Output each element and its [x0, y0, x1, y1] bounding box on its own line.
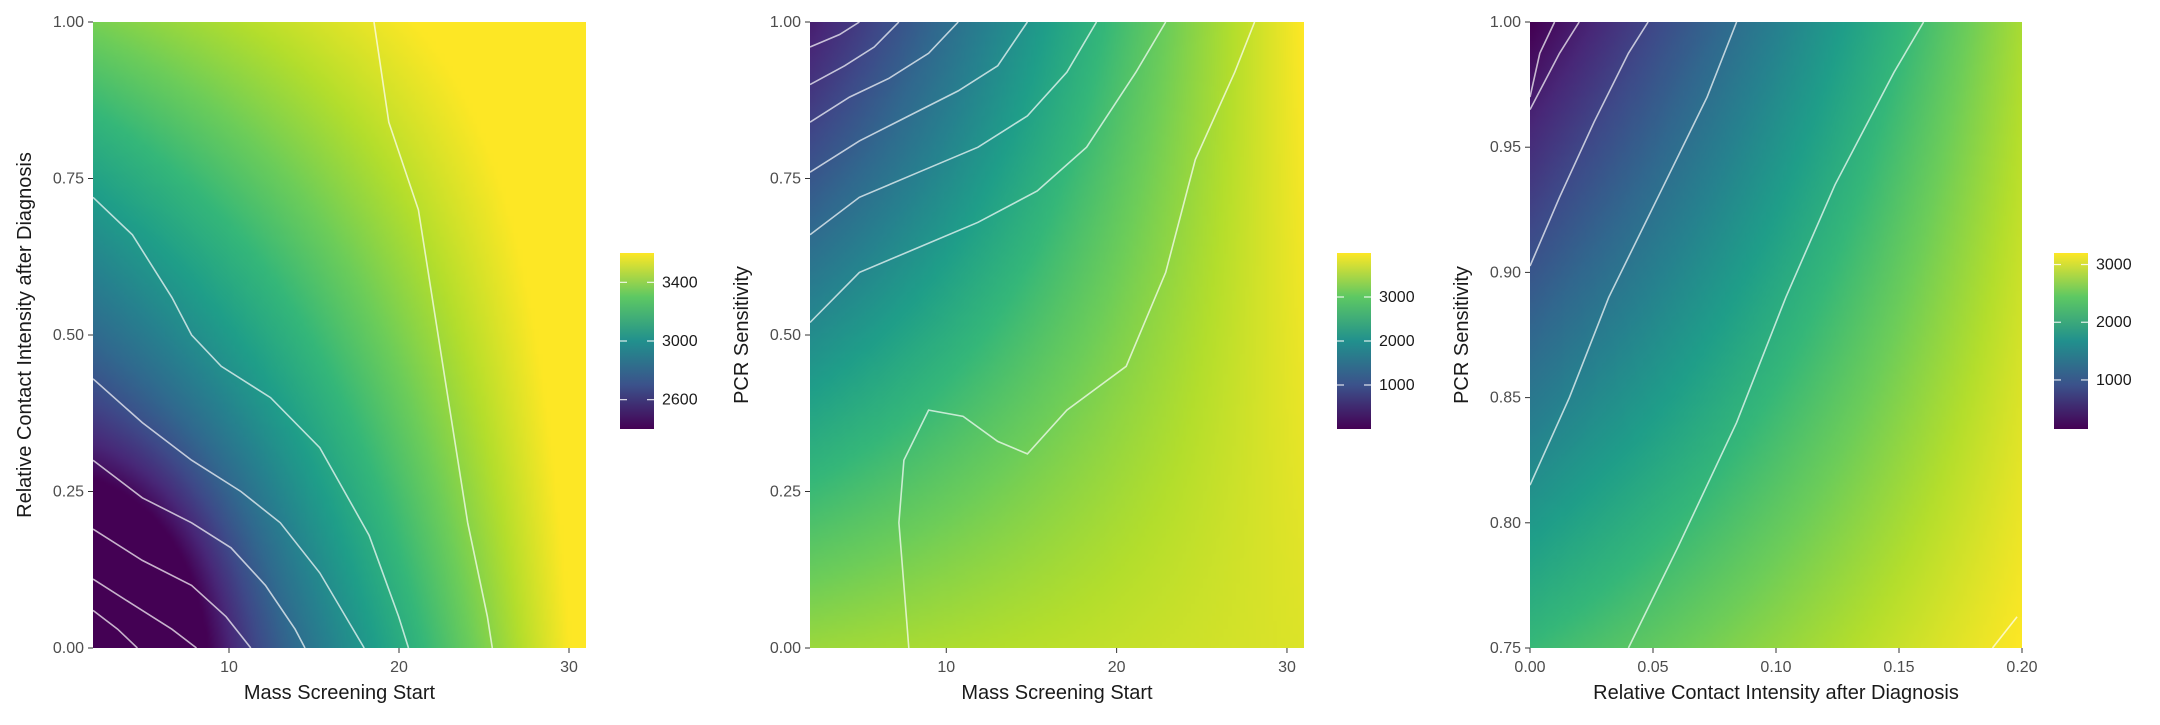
x-axis-title: Mass Screening Start — [961, 682, 1153, 704]
y-axis-title: PCR Sensitivity — [731, 266, 753, 404]
y-tick-label: 0.00 — [53, 640, 84, 657]
contour-line — [92, 609, 138, 649]
colorbar-2: 1000 2000 3000 — [1337, 253, 1415, 429]
contour-line — [1529, 21, 1556, 98]
panel-2: 10 20 30 0.00 0.25 0.50 0.75 1.00 Mass Screening… — [731, 14, 1415, 704]
x-tick-label: 10 — [220, 659, 238, 676]
x-tick-label: 0.15 — [1883, 659, 1914, 676]
y-tick-label: 1.00 — [1490, 14, 1521, 31]
heatmap-surface-1 — [93, 22, 586, 648]
x-axis-title: Relative Contact Intensity after Diagnos… — [1593, 682, 1959, 704]
panel-1: 10 20 30 0.00 0.25 0.50 0.75 1.00 Mass Screening… — [14, 14, 698, 704]
heatmap-surface-3 — [1530, 22, 2022, 648]
y-tick-label: 0.50 — [53, 327, 84, 344]
y-axis-title: PCR Sensitivity — [1451, 266, 1473, 404]
y-tick-label: 0.75 — [770, 171, 801, 188]
colorbar-tick-label: 2000 — [2096, 314, 2132, 331]
contour-line — [92, 378, 365, 649]
contour-line — [92, 459, 306, 649]
colorbar-tick-label: 3000 — [662, 333, 698, 350]
y-tick-label: 0.50 — [770, 327, 801, 344]
x-tick-label: 20 — [390, 659, 408, 676]
y-tick-label: 0.95 — [1490, 139, 1521, 156]
x-tick-label: 0.00 — [1514, 659, 1545, 676]
contour-line — [1529, 21, 1580, 110]
heatmap-surface-2 — [810, 22, 1304, 648]
colorbar-tick-label: 1000 — [2096, 372, 2132, 389]
colorbar-3: 1000 2000 3000 — [2054, 253, 2132, 429]
x-axis-title: Mass Screening Start — [244, 682, 436, 704]
y-tick-label: 0.75 — [53, 171, 84, 188]
colorbar-1: 2600 3000 3400 — [620, 253, 698, 429]
x-tick-label: 20 — [1108, 659, 1126, 676]
y-tick-label: 0.00 — [770, 640, 801, 657]
y-tick-label: 0.25 — [770, 484, 801, 501]
contour-line — [809, 21, 900, 86]
contour-line — [1529, 21, 1738, 486]
colorbar-tick-label: 3000 — [1379, 289, 1415, 306]
contour-line — [898, 21, 1256, 649]
y-axis-title: Relative Contact Intensity after Diagnos… — [14, 152, 36, 518]
contour-line — [809, 21, 860, 48]
contour-line — [809, 21, 959, 123]
colorbar-tick-label: 3000 — [2096, 257, 2132, 274]
x-tick-label: 0.20 — [2006, 659, 2037, 676]
contour-line — [92, 578, 197, 649]
y-tick-label: 1.00 — [770, 14, 801, 31]
contour-line — [809, 21, 1098, 236]
colorbar-tick-label: 3400 — [662, 274, 698, 291]
y-tick-label: 0.80 — [1490, 515, 1521, 532]
y-tick-label: 0.85 — [1490, 390, 1521, 407]
contour-line — [809, 21, 1029, 173]
x-tick-label: 10 — [937, 659, 955, 676]
colorbar-tick-label: 2600 — [662, 392, 698, 409]
contour-line — [1627, 21, 1925, 649]
x-tick-label: 0.10 — [1760, 659, 1791, 676]
panel-3: 0.00 0.05 0.10 0.15 0.20 0.75 0.80 0.85 0.90 0.95… — [1451, 14, 2132, 704]
y-tick-label: 0.25 — [53, 484, 84, 501]
contour-line — [92, 528, 252, 649]
y-tick-label: 1.00 — [53, 14, 84, 31]
colorbar-tick-label: 1000 — [1379, 377, 1415, 394]
contour-line — [809, 21, 1167, 324]
y-tick-label: 0.90 — [1490, 264, 1521, 281]
contour-line — [373, 21, 494, 649]
contour-line — [92, 196, 410, 649]
contour-line — [1529, 21, 1649, 267]
y-tick-label: 0.75 — [1490, 640, 1521, 657]
x-tick-label: 30 — [1278, 659, 1296, 676]
colorbar-tick-label: 2000 — [1379, 333, 1415, 350]
colorbar-gradient — [2054, 253, 2088, 429]
x-tick-label: 0.05 — [1637, 659, 1668, 676]
x-tick-label: 30 — [560, 659, 578, 676]
contour-line — [1991, 616, 2018, 649]
